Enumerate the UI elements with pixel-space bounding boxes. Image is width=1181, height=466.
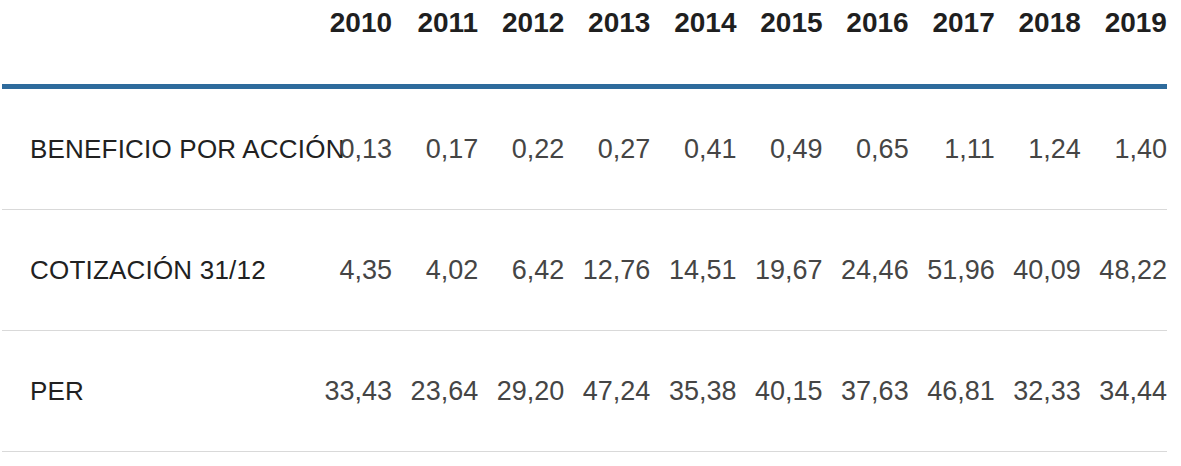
column-header-2010: 2010 xyxy=(306,0,392,39)
value-cell: 24,46 xyxy=(823,255,909,286)
table-row: PER33,4323,6429,2047,2435,3840,1537,6346… xyxy=(2,331,1167,451)
column-header-2013: 2013 xyxy=(564,0,650,39)
row-label: COTIZACIÓN 31/12 xyxy=(2,255,306,286)
value-cell: 0,41 xyxy=(650,134,736,165)
value-cell: 0,17 xyxy=(392,134,478,165)
value-cell: 40,09 xyxy=(995,255,1081,286)
table-body: BENEFICIO POR ACCIÓN0,130,170,220,270,41… xyxy=(2,89,1167,452)
value-cell: 23,64 xyxy=(392,376,478,407)
table-row: BENEFICIO POR ACCIÓN0,130,170,220,270,41… xyxy=(2,89,1167,209)
column-header-2017: 2017 xyxy=(909,0,995,39)
value-cell: 33,43 xyxy=(306,376,392,407)
value-cell: 19,67 xyxy=(736,255,822,286)
value-cell: 34,44 xyxy=(1081,376,1167,407)
value-cell: 12,76 xyxy=(564,255,650,286)
column-header-2015: 2015 xyxy=(736,0,822,39)
value-cell: 32,33 xyxy=(995,376,1081,407)
value-cell: 0,27 xyxy=(564,134,650,165)
header-spacer-cell xyxy=(2,0,306,7)
value-cell: 6,42 xyxy=(478,255,564,286)
column-header-2018: 2018 xyxy=(995,0,1081,39)
value-cell: 47,24 xyxy=(564,376,650,407)
table-row: COTIZACIÓN 31/124,354,026,4212,7614,5119… xyxy=(2,210,1167,330)
value-cell: 37,63 xyxy=(823,376,909,407)
value-cell: 35,38 xyxy=(650,376,736,407)
row-label: PER xyxy=(2,376,306,407)
value-cell: 0,65 xyxy=(823,134,909,165)
value-cell: 1,11 xyxy=(909,134,995,165)
table-header-row: 2010201120122013201420152016201720182019 xyxy=(2,0,1167,84)
value-cell: 48,22 xyxy=(1081,255,1167,286)
value-cell: 4,02 xyxy=(392,255,478,286)
column-header-2011: 2011 xyxy=(392,0,478,39)
column-header-2019: 2019 xyxy=(1081,0,1167,39)
value-cell: 0,22 xyxy=(478,134,564,165)
value-cell: 4,35 xyxy=(306,255,392,286)
value-cell: 46,81 xyxy=(909,376,995,407)
value-cell: 1,40 xyxy=(1081,134,1167,165)
value-cell: 14,51 xyxy=(650,255,736,286)
value-cell: 0,49 xyxy=(736,134,822,165)
value-cell: 51,96 xyxy=(909,255,995,286)
row-divider xyxy=(2,451,1167,452)
value-cell: 40,15 xyxy=(736,376,822,407)
row-label: BENEFICIO POR ACCIÓN xyxy=(2,134,306,165)
value-cell: 29,20 xyxy=(478,376,564,407)
fundamentals-table: 2010201120122013201420152016201720182019… xyxy=(2,0,1167,452)
column-header-2016: 2016 xyxy=(823,0,909,39)
value-cell: 0,13 xyxy=(306,134,392,165)
column-header-2012: 2012 xyxy=(478,0,564,39)
value-cell: 1,24 xyxy=(995,134,1081,165)
column-header-2014: 2014 xyxy=(650,0,736,39)
